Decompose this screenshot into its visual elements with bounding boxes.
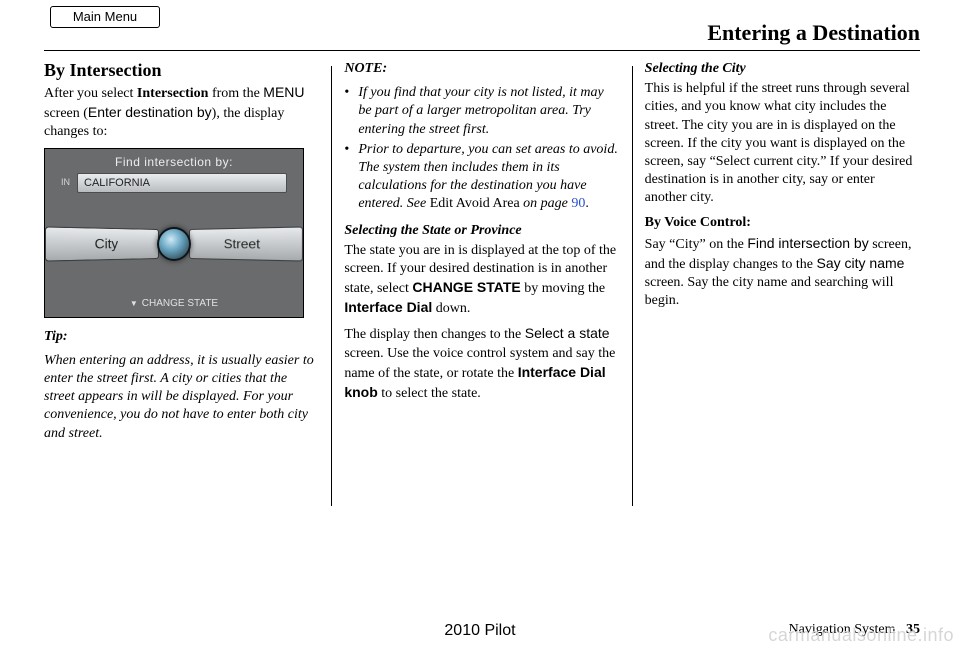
tip-body: When entering an address, it is usually … — [44, 352, 319, 443]
t: Select a state — [525, 325, 610, 341]
t: screen ( — [44, 106, 88, 121]
t: Edit Avoid Area — [430, 196, 520, 211]
column-3: Selecting the City This is helpful if th… — [633, 60, 920, 596]
note-list: •If you find that your city is not liste… — [344, 84, 619, 213]
navshot-in-label: IN — [61, 177, 70, 187]
t: down. — [432, 301, 470, 316]
subhead-state: Selecting the State or Province — [344, 222, 619, 240]
bullet-icon: • — [344, 141, 358, 214]
navshot-city-button: City — [45, 226, 159, 261]
t: Interface Dial — [344, 299, 432, 315]
voice-label: By Voice Control: — [645, 214, 920, 232]
column-2: NOTE: •If you find that your city is not… — [332, 60, 631, 596]
navshot-dial-knob — [157, 227, 191, 261]
navshot-button-row: City Street — [59, 227, 289, 261]
t: on page — [520, 196, 572, 211]
t: By Voice Control: — [645, 215, 751, 230]
navshot-title: Find intersection by: — [45, 155, 303, 169]
navshot-street-button: Street — [189, 226, 303, 261]
footer: 2010 Pilot Navigation System 35 — [40, 622, 920, 638]
content-columns: By Intersection After you select Interse… — [44, 60, 920, 596]
navshot-change-state: CHANGE STATE — [45, 298, 303, 309]
col2-p2: The display then changes to the Select a… — [344, 324, 619, 403]
main-menu-button[interactable]: Main Menu — [50, 6, 160, 28]
footer-model: 2010 Pilot — [40, 622, 920, 640]
note-item-2: •Prior to departure, you can set areas t… — [344, 141, 619, 214]
navshot-state-value: CALIFORNIA — [77, 173, 287, 193]
note-label: NOTE: — [344, 60, 619, 78]
t: . — [585, 196, 589, 211]
t: Prior to departure, you can set areas to… — [358, 141, 619, 214]
t: screen. Say the city name and searching … — [645, 275, 894, 308]
page-title: Entering a Destination — [707, 20, 920, 46]
t: to select the state. — [378, 386, 481, 401]
t: CHANGE STATE — [412, 279, 520, 295]
t: After you select — [44, 86, 137, 101]
t: Say city name — [817, 255, 905, 271]
nav-screenshot: Find intersection by: IN CALIFORNIA City… — [44, 148, 304, 318]
t: MENU — [263, 84, 304, 100]
header-rule — [44, 50, 920, 51]
tip-label: Tip: — [44, 328, 319, 346]
t: Say “City” on the — [645, 237, 748, 252]
t: Intersection — [137, 86, 209, 101]
t: NOTE: — [344, 61, 387, 76]
col1-heading: By Intersection — [44, 60, 319, 81]
page-link-90[interactable]: 90 — [571, 196, 585, 211]
t: from the — [208, 86, 263, 101]
t: Tip: — [44, 329, 68, 344]
note-item-1: •If you find that your city is not liste… — [344, 84, 619, 139]
col2-p1: The state you are in is displayed at the… — [344, 242, 619, 319]
t: Enter destination by — [88, 104, 212, 120]
bullet-icon: • — [344, 84, 358, 139]
col1-intro: After you select Intersection from the M… — [44, 83, 319, 142]
t: The display then changes to the — [344, 327, 524, 342]
col3-p1: This is helpful if the street runs throu… — [645, 80, 920, 207]
t: If you find that your city is not listed… — [358, 84, 619, 139]
subhead-city: Selecting the City — [645, 60, 920, 78]
col3-p2: Say “City” on the Find intersection by s… — [645, 234, 920, 311]
t: Find intersection by — [747, 235, 868, 251]
t: by moving the — [521, 281, 605, 296]
column-1: By Intersection After you select Interse… — [44, 60, 331, 596]
